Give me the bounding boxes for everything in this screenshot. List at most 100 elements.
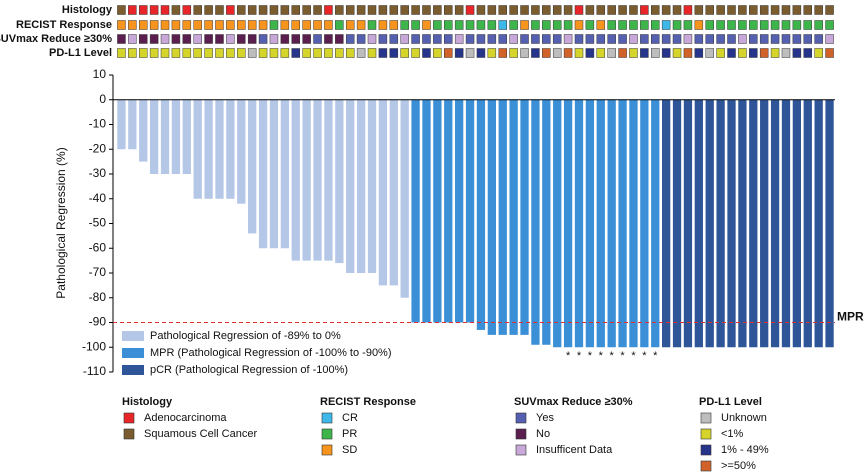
track-cell	[367, 5, 377, 15]
bar	[367, 99, 377, 273]
bar	[607, 99, 616, 348]
bar	[629, 99, 638, 348]
legend-swatch	[700, 444, 712, 456]
legend-swatch	[515, 412, 527, 424]
track-cell	[509, 20, 518, 30]
track-cell	[193, 20, 202, 30]
track-cell	[171, 5, 181, 15]
track-cell	[400, 20, 409, 30]
legend-label: CR	[342, 412, 358, 424]
track-cell	[585, 34, 595, 44]
track-cell	[596, 20, 606, 30]
track-cell	[160, 48, 170, 58]
track-cell	[640, 48, 649, 58]
bar	[258, 99, 268, 249]
track-cell	[269, 48, 279, 58]
track-cell	[498, 20, 507, 30]
track-cell	[661, 34, 671, 44]
track-cell	[258, 34, 268, 44]
track-cell	[226, 48, 235, 58]
bar	[487, 99, 496, 335]
asterisk: *	[610, 350, 615, 362]
track-cell	[770, 20, 780, 30]
track-cell	[585, 48, 595, 58]
track-cell	[651, 34, 660, 44]
track-cell	[160, 34, 170, 44]
bar	[651, 99, 660, 348]
track-cell	[465, 5, 475, 15]
track-cell	[607, 5, 616, 15]
y-axis-label: Pathological Regression (%)	[54, 147, 68, 298]
bar	[400, 99, 409, 298]
track-cell	[280, 20, 290, 30]
track-cell	[193, 48, 202, 58]
bar	[149, 99, 159, 174]
legend-label: Insufficent Data	[536, 444, 613, 456]
bar	[302, 99, 311, 261]
track-cell	[411, 20, 420, 30]
track-cell	[291, 20, 300, 30]
track-cell	[345, 5, 355, 15]
bar	[465, 99, 475, 323]
track-cell	[759, 20, 769, 30]
track-cell	[454, 34, 464, 44]
track-cell	[193, 5, 202, 15]
track-cell	[422, 20, 431, 30]
asterisk: *	[599, 350, 604, 362]
track-cell	[335, 34, 344, 44]
track-cell	[487, 48, 497, 58]
track-cell	[258, 20, 268, 30]
bar	[444, 99, 453, 323]
bar	[356, 99, 366, 273]
legend-swatch	[700, 412, 712, 424]
track-cell	[661, 48, 671, 58]
track-cell	[574, 20, 584, 30]
track-cell	[258, 48, 268, 58]
track-cell	[324, 5, 333, 15]
track-cell	[781, 20, 791, 30]
track-cell	[149, 20, 159, 30]
track-cell	[324, 20, 333, 30]
legend-swatch	[122, 331, 144, 341]
track-cell	[335, 5, 344, 15]
track-cell	[171, 20, 181, 30]
track-cell	[476, 5, 486, 15]
track-cell	[280, 5, 290, 15]
track-cell	[781, 34, 791, 44]
bar	[705, 99, 714, 348]
legend-swatch	[123, 412, 135, 424]
y-tick-label: -80	[89, 290, 107, 304]
track-cell	[237, 34, 246, 44]
track-cell	[705, 34, 714, 44]
bar	[182, 99, 191, 174]
track-cell	[182, 20, 192, 30]
legend-swatch	[123, 428, 135, 440]
track-cell	[531, 20, 540, 30]
bar	[422, 99, 431, 323]
track-cell	[171, 48, 181, 58]
bar	[171, 99, 181, 174]
track-cell	[356, 20, 366, 30]
track-cell	[672, 5, 682, 15]
bar	[662, 99, 671, 348]
track-cell	[574, 5, 584, 15]
track-cell	[531, 34, 540, 44]
bar	[694, 99, 703, 348]
y-tick-label: -10	[89, 117, 107, 131]
legend-label: PR	[342, 428, 357, 440]
track-cell	[204, 20, 213, 30]
legend-title: PD-L1 Level	[699, 396, 762, 408]
track-cell	[411, 34, 420, 44]
bar	[324, 99, 333, 261]
track-cell	[389, 34, 399, 44]
track-cell	[128, 20, 137, 30]
track-cell	[825, 20, 834, 30]
track-cell	[302, 5, 311, 15]
track-cell	[825, 48, 834, 58]
legend-swatch	[321, 412, 333, 424]
track-cell	[738, 5, 747, 15]
track-cell	[345, 20, 355, 30]
y-tick-label: -20	[89, 141, 107, 155]
bar	[640, 99, 649, 348]
track-cell	[629, 34, 638, 44]
